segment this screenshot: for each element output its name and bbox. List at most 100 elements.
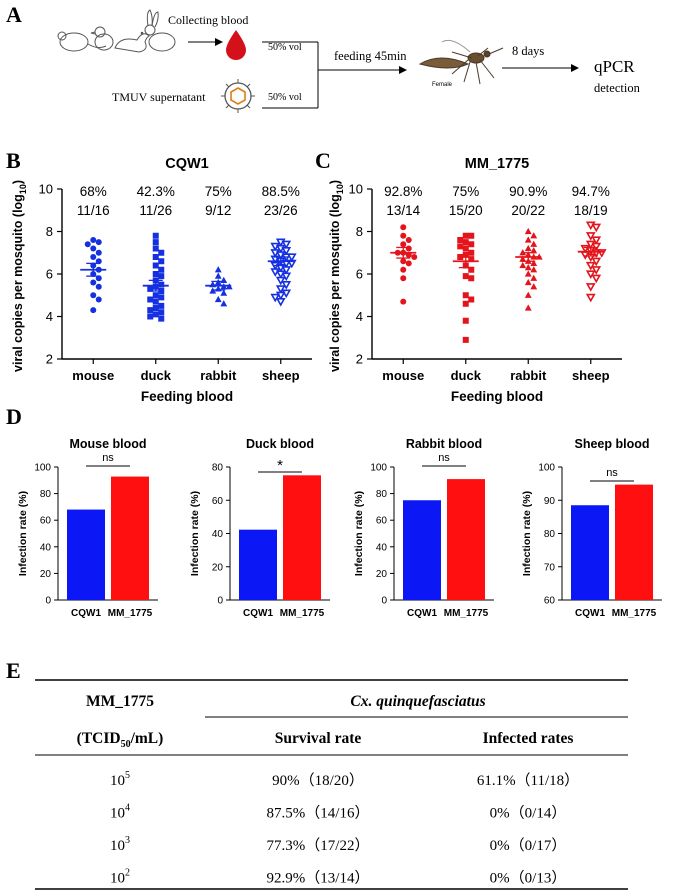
female-label: Female bbox=[432, 82, 453, 88]
y-tick-label: 90 bbox=[544, 496, 556, 507]
data-point bbox=[152, 239, 159, 246]
data-point bbox=[400, 298, 407, 305]
scatter-chart-c: MM_1775 2 4 6 8 10 viral copies per mosquito (… bbox=[328, 156, 622, 404]
data-point bbox=[462, 273, 469, 280]
data-point bbox=[95, 283, 102, 290]
y-tick-label: 60 bbox=[212, 496, 224, 507]
infection-rate-label: 90.9% bbox=[509, 184, 547, 199]
data-point bbox=[405, 237, 412, 243]
data-point bbox=[468, 232, 475, 239]
data-point bbox=[275, 276, 286, 286]
bar-chart-rabbit: Rabbit blood 0 20 40 60 80 100 Infection rate (… bbox=[353, 437, 494, 619]
data-point bbox=[95, 296, 102, 303]
data-point bbox=[90, 279, 97, 286]
y-tick-label: 100 bbox=[370, 463, 387, 474]
tmuv-supernatant-label: TMUV supernatant bbox=[112, 90, 206, 104]
y-tick-label: 100 bbox=[34, 463, 51, 474]
x-tick-label: rabbit bbox=[510, 368, 547, 383]
data-point bbox=[468, 275, 475, 282]
y-tick-label: 40 bbox=[212, 529, 224, 540]
blood-drop-icon bbox=[226, 30, 246, 60]
bar bbox=[403, 500, 441, 600]
data-point bbox=[462, 245, 469, 252]
data-point bbox=[90, 254, 97, 260]
panel-b-label: B bbox=[6, 148, 21, 173]
data-point bbox=[400, 224, 407, 231]
y-tick-label: 20 bbox=[40, 569, 52, 580]
y-tick-label: 4 bbox=[46, 309, 53, 324]
x-tick-label: rabbit bbox=[200, 368, 237, 383]
duck-icon bbox=[114, 31, 150, 53]
detection-label: detection bbox=[594, 81, 641, 95]
data-point bbox=[400, 258, 407, 265]
x-tick-label: CQW1 bbox=[243, 608, 273, 619]
rabbit-icon bbox=[144, 9, 176, 52]
significance-label: ns bbox=[606, 467, 618, 479]
bar bbox=[283, 475, 321, 600]
y-axis-label: Infection rate (%) bbox=[521, 491, 533, 576]
data-point bbox=[400, 266, 407, 273]
qpcr-label: qPCR bbox=[594, 57, 635, 76]
data-point bbox=[152, 292, 159, 299]
virus-icon bbox=[221, 79, 255, 113]
data-point bbox=[530, 259, 538, 266]
data-point bbox=[462, 336, 469, 343]
data-point bbox=[405, 245, 412, 252]
bar bbox=[67, 509, 105, 600]
y-tick-label: 80 bbox=[212, 463, 224, 474]
data-point bbox=[585, 261, 596, 271]
data-point bbox=[524, 244, 532, 252]
data-point bbox=[468, 266, 475, 273]
data-point bbox=[530, 232, 538, 239]
y-tick-label: 6 bbox=[356, 267, 363, 282]
data-point bbox=[270, 293, 281, 303]
table-species-header: Cx. quinquefasciatus bbox=[350, 693, 485, 710]
data-point bbox=[468, 241, 475, 248]
data-point bbox=[591, 236, 602, 246]
x-tick-label: MM_1775 bbox=[280, 608, 325, 619]
data-point bbox=[158, 258, 165, 265]
data-point bbox=[530, 247, 538, 254]
infection-fraction-label: 11/26 bbox=[139, 203, 172, 218]
scatter-chart-b: CQW1 2 4 6 8 10 viral copies per mosquito (log… bbox=[11, 156, 312, 404]
data-point bbox=[275, 298, 286, 307]
data-point bbox=[585, 293, 596, 303]
chick-icon bbox=[90, 26, 114, 51]
data-point bbox=[158, 281, 165, 288]
table-survival-header: Survival rate bbox=[275, 730, 362, 747]
infection-rate-label: 75% bbox=[205, 184, 232, 199]
table-cell-survival: 92.9%（13/14） bbox=[267, 870, 370, 887]
y-tick-label: 2 bbox=[356, 352, 363, 367]
data-point bbox=[462, 300, 469, 307]
data-point bbox=[281, 247, 292, 256]
data-point bbox=[214, 272, 222, 279]
y-tick-label: 0 bbox=[45, 596, 51, 607]
data-point bbox=[457, 243, 464, 250]
table-cell-infected: 61.1%（11/18） bbox=[477, 772, 579, 789]
collecting-blood-label: Collecting blood bbox=[168, 13, 248, 27]
panel-c-label: C bbox=[315, 148, 331, 173]
data-point bbox=[524, 291, 532, 298]
y-tick-label: 10 bbox=[349, 182, 363, 197]
bar bbox=[571, 505, 609, 600]
data-point bbox=[457, 254, 464, 260]
bar-chart-sheep: Sheep blood 60 70 80 90 100 Infection rate (%)… bbox=[521, 437, 662, 619]
x-tick-label: MM_1775 bbox=[612, 608, 657, 619]
y-tick-label: 10 bbox=[39, 182, 53, 197]
data-point bbox=[524, 304, 532, 311]
data-point bbox=[519, 261, 527, 269]
y-tick-label: 40 bbox=[40, 542, 52, 553]
table-cell-infected: 0%（0/17） bbox=[490, 837, 567, 854]
bar-chart-title: Rabbit blood bbox=[406, 437, 482, 451]
y-axis-label: viral copies per mosquito (log10) bbox=[11, 180, 28, 372]
data-point bbox=[530, 266, 538, 273]
data-point bbox=[90, 307, 97, 314]
bar-chart-title: Mouse blood bbox=[69, 437, 146, 451]
infection-rate-label: 88.5% bbox=[262, 184, 300, 199]
table-cell-survival: 87.5%（14/16） bbox=[267, 805, 370, 822]
data-point bbox=[462, 292, 469, 299]
vol-top-label: 50% vol bbox=[268, 42, 302, 53]
data-point bbox=[585, 232, 596, 241]
y-tick-label: 100 bbox=[538, 463, 555, 474]
data-point bbox=[468, 249, 475, 256]
